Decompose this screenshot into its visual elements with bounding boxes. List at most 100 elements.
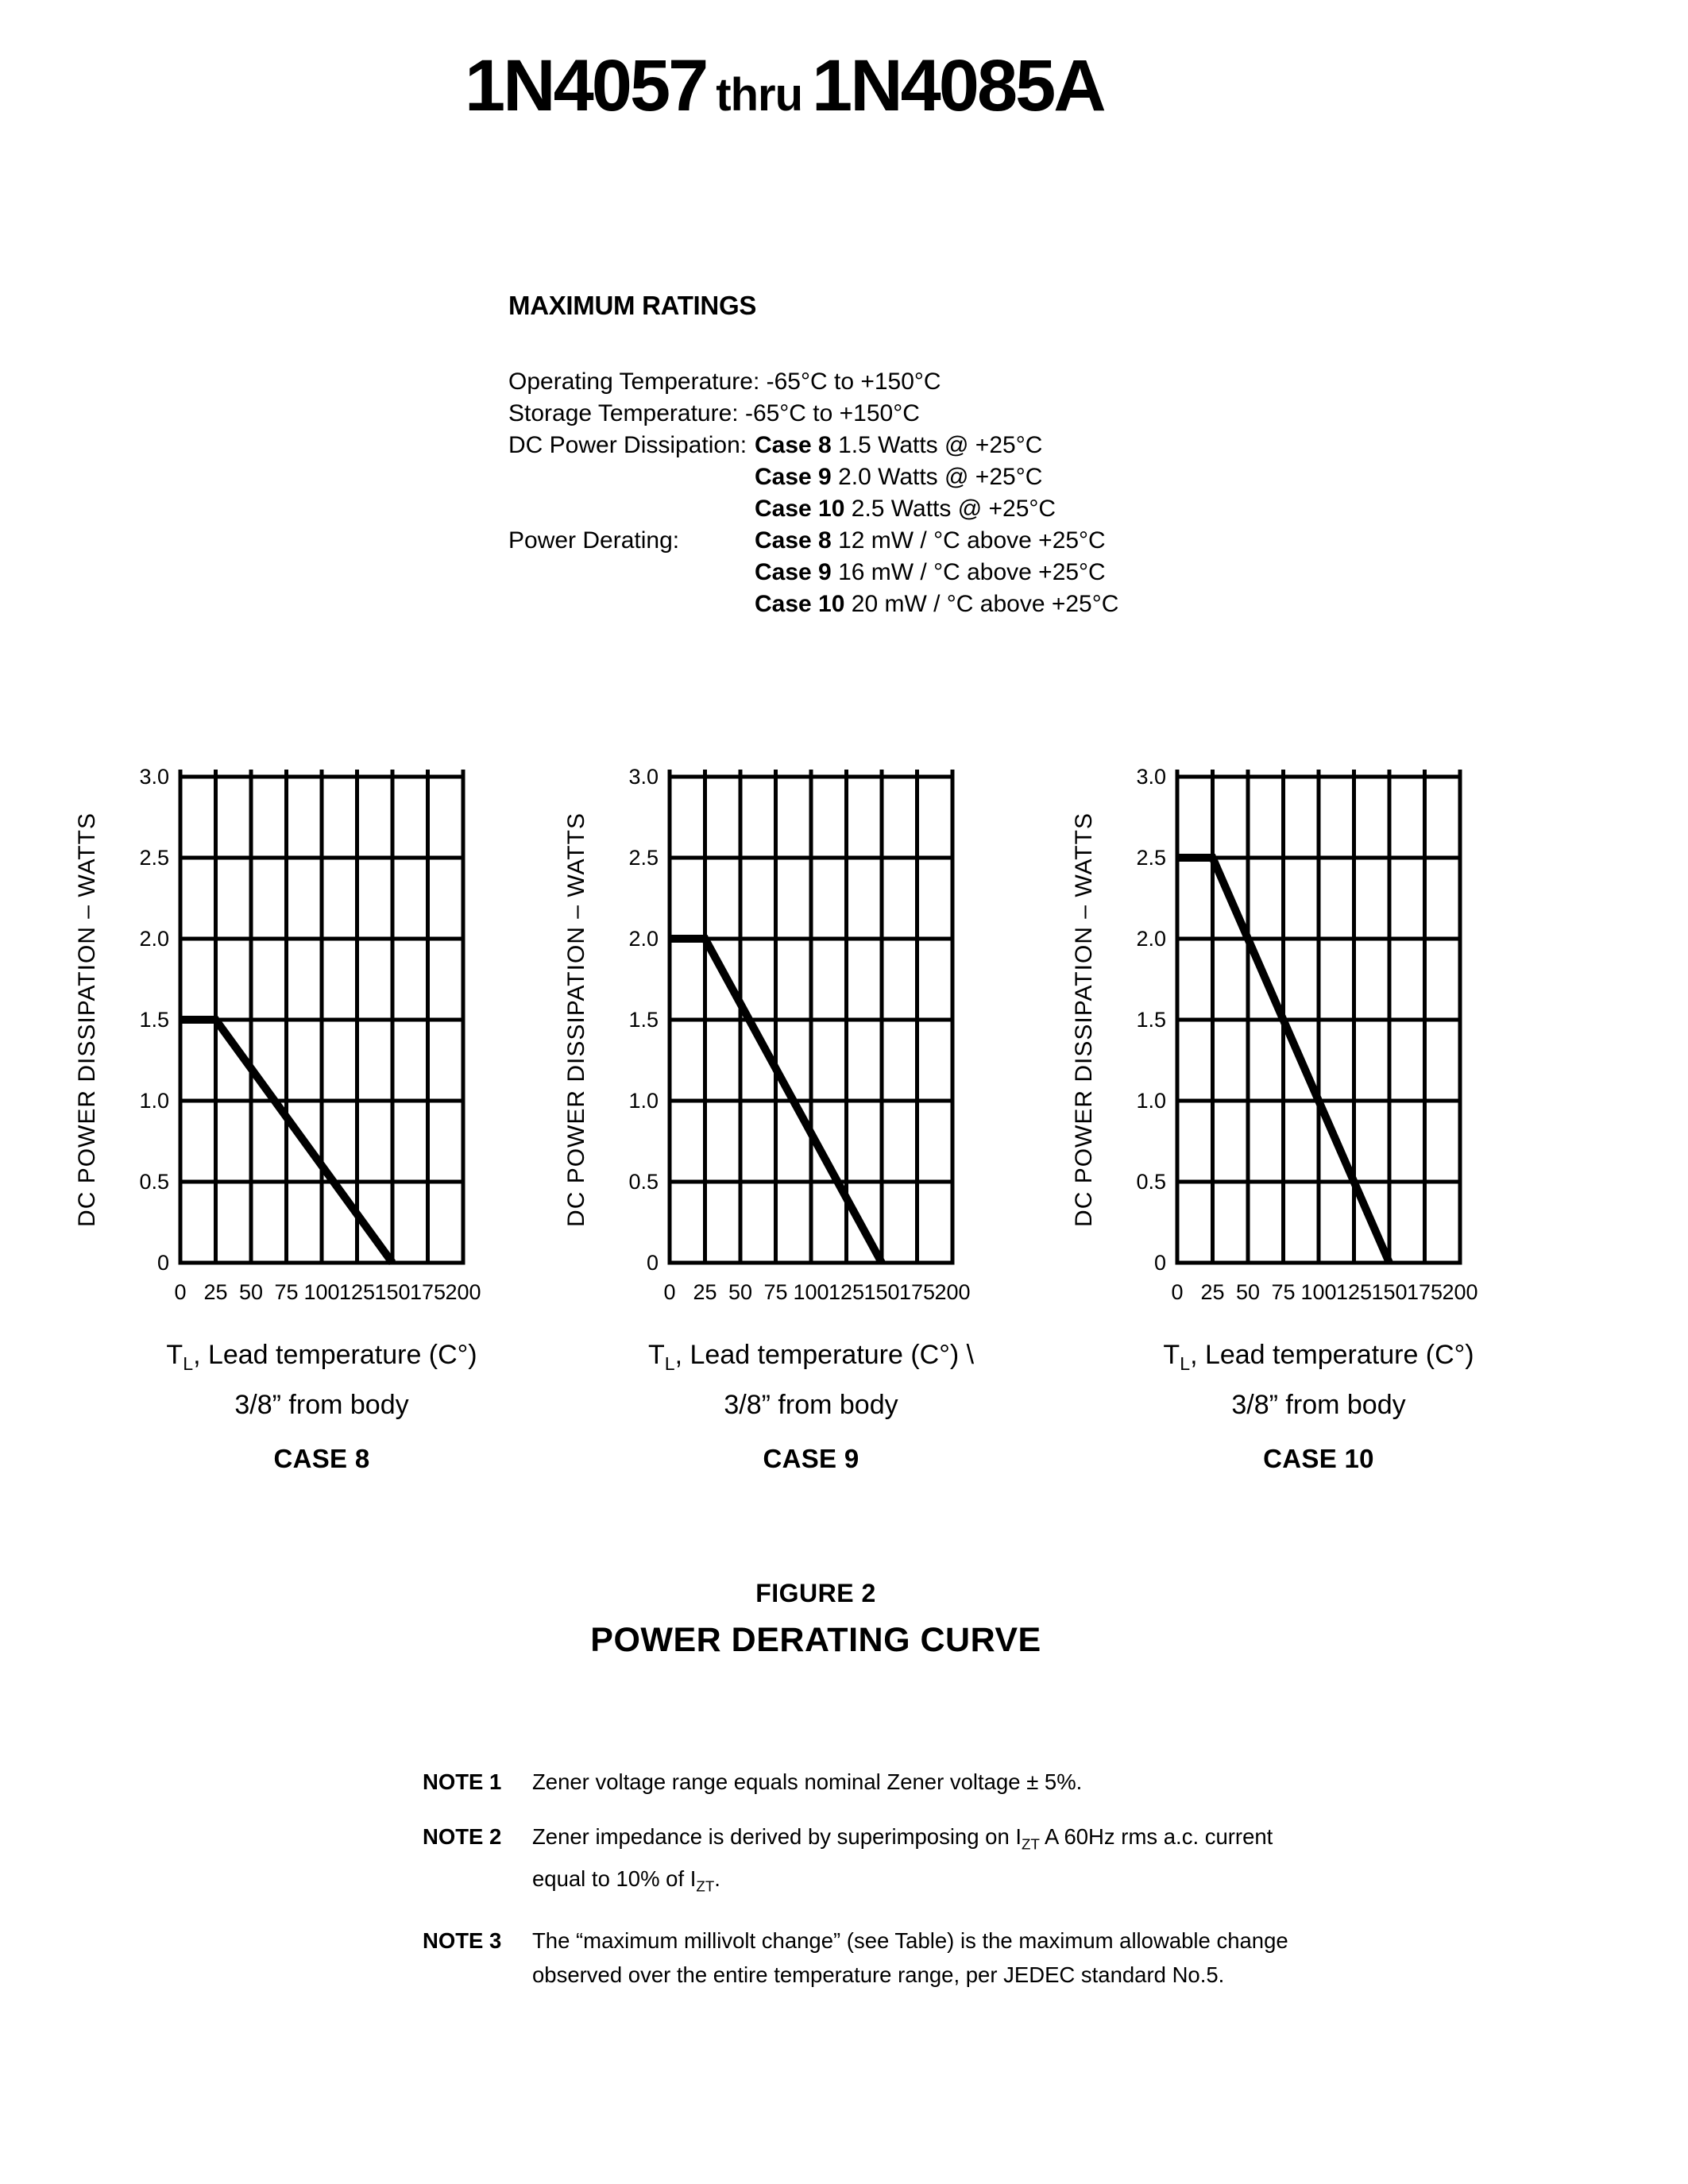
y-axis-title: DC POWER DISSIPATION – WATTS	[74, 812, 100, 1227]
x-tick-label: 175	[1407, 1280, 1443, 1304]
x-tick-label: 125	[339, 1280, 375, 1304]
x-axis-title-text: , Lead temperature (C°)	[193, 1340, 477, 1370]
note-2-text-part2: A 60Hz rms a.c. current	[1039, 1824, 1273, 1849]
chart-plot-case-8: 0 25 50 75 100 125 150 175 200 0 0.5 1.0 1.5 2.0 2.5 3.…	[69, 754, 498, 1315]
x-tick-label: 175	[410, 1280, 446, 1304]
x-tick-label: 100	[1300, 1280, 1336, 1304]
case-9-caption: CASE 9	[763, 1443, 859, 1473]
derating-chart-case-8: 0 25 50 75 100 125 150 175 200 0 0.5 1.0 1.5 2.0 2.5 3.…	[69, 754, 498, 1480]
y-tick-label: 2.5	[628, 846, 659, 870]
derating-plot: 0 25 50 75 100 125 150 175 200 0 0.5 1.0 1.5 2.0 2.5 3.…	[563, 765, 971, 1304]
dissipation-case-9: Case 9 2.0 Watts @ +25°C	[755, 461, 1056, 493]
note-3: NOTE 3 The “maximum millivolt change” (s…	[423, 1924, 1416, 1992]
izt-subscript: ZT	[696, 1877, 715, 1894]
note-3-line2: observed over the entire temperature ran…	[532, 1962, 1225, 1987]
case-9-label: Case 9	[755, 464, 832, 490]
x-tick-label: 0	[174, 1280, 186, 1304]
derating-chart-case-10: 0 25 50 75 100 125 150 175 200 0 0.5 1.0 1.5 2.0 2.5 3.…	[1066, 754, 1495, 1480]
case-8-value: 12 mW / °C above +25°C	[831, 527, 1106, 554]
part-number-start: 1N4057	[465, 45, 709, 126]
y-tick-label: 1.0	[628, 1089, 659, 1113]
x-axis-subtitle: 3/8” from body	[724, 1389, 898, 1420]
y-tick-label: 1.0	[1136, 1089, 1166, 1113]
x-tick-label: 25	[203, 1280, 227, 1304]
figure-number: FIGURE 2	[755, 1579, 876, 1607]
y-tick-label: 1.5	[139, 1008, 169, 1032]
y-tick-label: 0	[157, 1251, 169, 1275]
x-axis-title-text: , Lead temperature (C°)	[1190, 1340, 1474, 1370]
derating-label: Power Derating:	[508, 527, 680, 554]
x-tick-label: 100	[303, 1280, 339, 1304]
dissipation-values: Case 8 1.5 Watts @ +25°C Case 9 2.0 Watt…	[755, 430, 1056, 525]
x-axis-title-symbol: T	[166, 1340, 183, 1370]
x-tick-label: 100	[793, 1280, 829, 1304]
case-8-caption: CASE 8	[273, 1443, 370, 1473]
x-tick-label: 75	[274, 1280, 298, 1304]
derating-chart-case-9: 0 25 50 75 100 125 150 175 200 0 0.5 1.0 1.5 2.0 2.5 3.…	[558, 754, 987, 1480]
x-tick-label: 25	[693, 1280, 717, 1304]
note-1: NOTE 1 Zener voltage range equals nomina…	[423, 1765, 1416, 1799]
y-tick-label: 0	[1154, 1251, 1166, 1275]
x-tick-label: 50	[239, 1280, 263, 1304]
y-tick-label: 2.0	[628, 927, 659, 951]
x-axis-title-subscript: L	[183, 1352, 194, 1374]
y-tick-label: 0	[647, 1251, 659, 1275]
x-tick-label: 200	[934, 1280, 970, 1304]
x-axis-subtitle: 3/8” from body	[234, 1389, 409, 1420]
derating-curve	[1177, 854, 1393, 1264]
case-10-caption: CASE 10	[1263, 1443, 1374, 1473]
y-tick-label: 3.0	[139, 765, 169, 789]
dc-power-dissipation-row: DC Power Dissipation: Case 8 1.5 Watts @…	[508, 430, 1118, 525]
case-8-label: Case 8	[755, 432, 832, 458]
dissipation-case-10: Case 10 2.5 Watts @ +25°C	[755, 493, 1056, 525]
part-number-end: 1N4085A	[812, 45, 1107, 126]
chart-caption-case-9: TL, Lead temperature (C°) \ 3/8” from bo…	[648, 1334, 974, 1480]
derating-curve	[180, 1016, 396, 1265]
x-axis-title-symbol: T	[647, 1340, 665, 1370]
notes-section: NOTE 1 Zener voltage range equals nomina…	[423, 1765, 1416, 2012]
derating-curve	[670, 935, 886, 1265]
plot-border	[667, 774, 955, 1265]
figure-caption: FIGURE 2 POWER DERATING CURVE	[498, 1579, 1134, 1660]
case-10-value: 20 mW / °C above +25°C	[844, 591, 1119, 617]
case-10-label: Case 10	[755, 591, 845, 617]
y-axis-title: DC POWER DISSIPATION – WATTS	[563, 812, 589, 1227]
page-title: 1N4057 thru 1N4085A	[465, 44, 1107, 128]
x-tick-label: 75	[763, 1280, 787, 1304]
x-axis-title-text: , Lead temperature (C°) \	[674, 1340, 975, 1370]
y-tick-label: 2.0	[1136, 927, 1166, 951]
derating-case-10: Case 10 20 mW / °C above +25°C	[755, 588, 1118, 620]
note-3-label: NOTE 3	[423, 1928, 502, 1953]
x-tick-label: 0	[1171, 1280, 1183, 1304]
x-tick-label: 200	[1442, 1280, 1477, 1304]
note-2-text-part4: .	[714, 1866, 720, 1891]
x-axis-title: TL, Lead temperature (C°) \	[648, 1334, 974, 1384]
operating-temperature-row: Operating Temperature: -65°C to +150°C	[508, 369, 941, 395]
case-9-value: 2.0 Watts @ +25°C	[831, 464, 1043, 490]
dissipation-label: DC Power Dissipation:	[508, 432, 747, 458]
note-3-line1: The “maximum millivolt change” (see Tabl…	[532, 1928, 1288, 1953]
figure-title: POWER DERATING CURVE	[590, 1621, 1041, 1659]
y-tick-label: 1.5	[628, 1008, 659, 1032]
y-axis-title: DC POWER DISSIPATION – WATTS	[1071, 812, 1097, 1227]
maximum-ratings-list: Operating Temperature: -65°C to +150°C S…	[508, 366, 1118, 620]
y-tick-label: 1.0	[139, 1089, 169, 1113]
x-tick-label: 25	[1200, 1280, 1224, 1304]
note-2-text-part1: Zener impedance is derived by superimpos…	[532, 1824, 1022, 1849]
x-tick-label: 150	[863, 1280, 899, 1304]
y-tick-label: 0.5	[628, 1170, 659, 1194]
derating-case-8: Case 8 12 mW / °C above +25°C	[755, 525, 1118, 557]
x-axis-title-symbol: T	[1163, 1340, 1180, 1370]
note-1-text: Zener voltage range equals nominal Zener…	[532, 1765, 1082, 1799]
x-tick-label: 75	[1271, 1280, 1295, 1304]
derating-case-9: Case 9 16 mW / °C above +25°C	[755, 557, 1118, 588]
dissipation-case-8: Case 8 1.5 Watts @ +25°C	[755, 430, 1056, 461]
x-axis-title: TL, Lead temperature (C°)	[1163, 1334, 1474, 1384]
y-tick-label: 3.0	[628, 765, 659, 789]
x-axis-subtitle: 3/8” from body	[1231, 1389, 1406, 1420]
case-8-label: Case 8	[755, 527, 832, 554]
case-10-label: Case 10	[755, 496, 845, 522]
chart-plot-case-10: 0 25 50 75 100 125 150 175 200 0 0.5 1.0 1.5 2.0 2.5 3.…	[1066, 754, 1495, 1315]
case-10-value: 2.5 Watts @ +25°C	[844, 496, 1056, 522]
y-tick-label: 0.5	[139, 1170, 169, 1194]
